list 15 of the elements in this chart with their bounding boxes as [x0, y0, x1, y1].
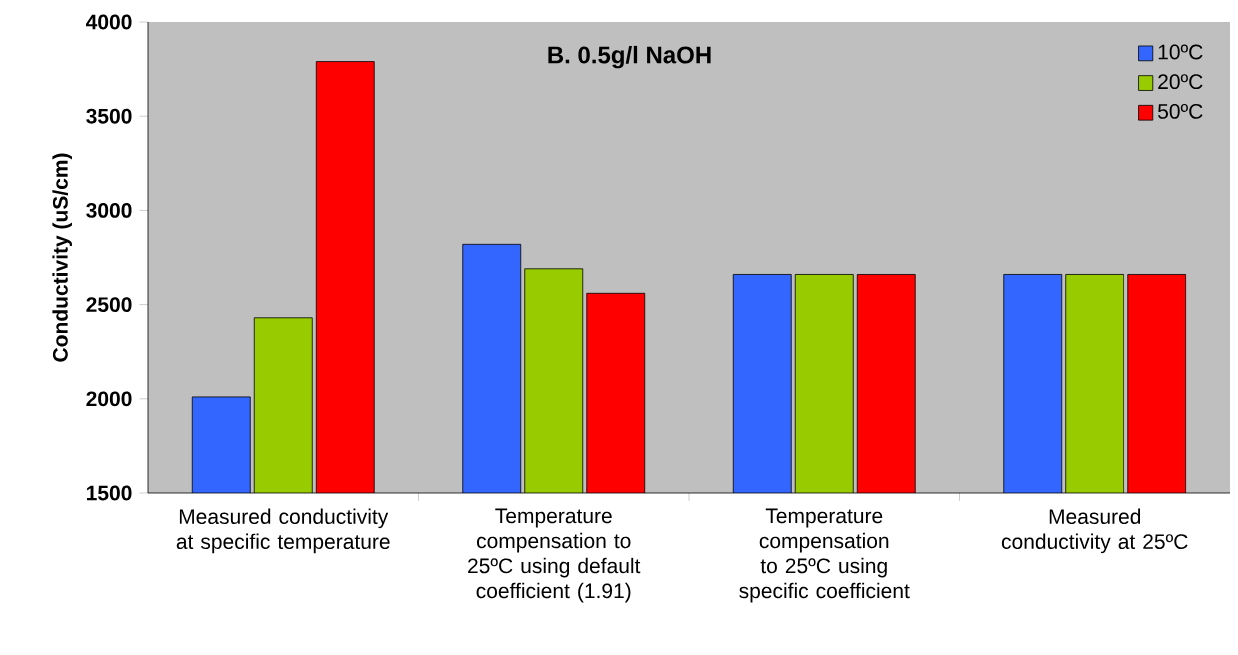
text: B. 0.5g/l NaOH: [548, 45, 711, 69]
x-tick-label: Measured conductivity at 25ºC: [1001, 508, 1188, 554]
y-tick-label: 4000: [86, 14, 132, 30]
y-tick-label: 2500: [86, 297, 132, 313]
legend-label: 20ºC: [1158, 74, 1203, 90]
legend-label: 10ºC: [1158, 44, 1203, 60]
y-tick-label: 2000: [86, 391, 132, 407]
y-tick-label: 3000: [86, 202, 132, 218]
x-tick-label: Temperature compensation to 25ºC using specific coefficient: [739, 508, 910, 603]
y-axis-title: Conductivity (uS/cm): [52, 153, 72, 362]
y-tick-label: 3500: [86, 108, 132, 124]
y-tick-label: 1500: [87, 485, 132, 501]
x-tick-label: Measured conductivity at specific temperature: [176, 508, 390, 554]
x-tick-label: Temperature compensation to 25ºC using default coefficient (1.91): [468, 508, 641, 603]
legend-label: 50ºC: [1158, 103, 1203, 119]
